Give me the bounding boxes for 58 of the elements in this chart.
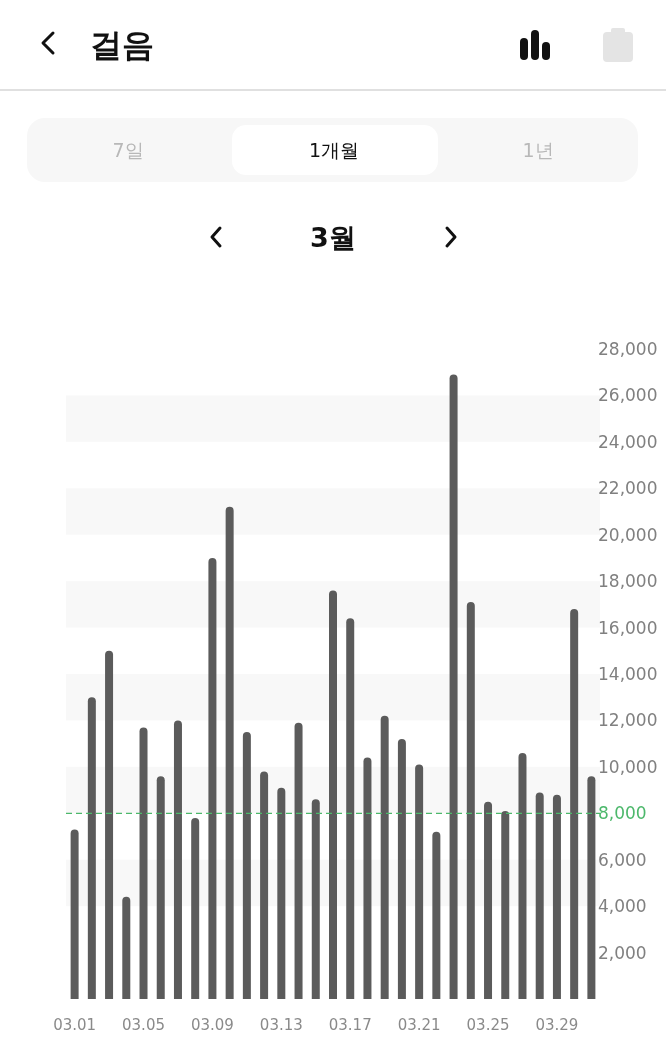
bar	[432, 831, 441, 999]
bar	[311, 799, 320, 999]
y-tick-label: 24,000	[598, 431, 658, 452]
bar	[518, 752, 527, 999]
x-tick-label: 03.13	[259, 1016, 303, 1034]
chart-title: 걸음	[90, 26, 154, 64]
bar	[260, 771, 269, 999]
bar	[346, 618, 355, 999]
bar	[329, 590, 337, 999]
bar	[156, 776, 165, 999]
x-tick-label: 03.05	[122, 1016, 165, 1034]
text: 1개월	[308, 139, 360, 161]
y-tick-label: 26,000	[598, 385, 658, 406]
y-tick-label: 2,000	[598, 942, 647, 963]
bar	[173, 720, 182, 999]
bar	[225, 506, 234, 999]
x-tick-label: 03.25	[466, 1016, 510, 1034]
y-tick-label: 16,000	[598, 617, 658, 638]
bar	[415, 764, 424, 999]
bar	[294, 722, 303, 999]
bar	[242, 732, 251, 999]
x-tick-label: 03.17	[328, 1016, 372, 1034]
bar	[449, 374, 458, 999]
y-tick-label: 4,000	[598, 896, 647, 917]
bar	[484, 801, 493, 999]
ref-line-label: 8,000	[598, 803, 647, 824]
y-tick-label: 12,000	[598, 710, 658, 731]
bar	[535, 792, 544, 999]
bar	[587, 776, 596, 999]
bar	[397, 739, 406, 999]
y-tick-label: 28,000	[598, 339, 658, 359]
x-tick-label: 03.21	[397, 1016, 441, 1034]
x-tick-label: 03.09	[190, 1016, 234, 1034]
x-tick-label: 03.29	[535, 1016, 579, 1034]
bar	[363, 757, 372, 999]
text: 7일	[112, 139, 144, 161]
y-tick-label: 14,000	[598, 664, 658, 684]
y-tick-label: 18,000	[598, 571, 658, 592]
y-tick-label: 10,000	[598, 756, 658, 777]
bar	[208, 557, 217, 999]
bar	[501, 810, 510, 999]
chart-subtitle: 3월	[310, 222, 356, 253]
bar	[570, 609, 579, 999]
text: 1년	[522, 139, 554, 161]
bar	[122, 896, 131, 999]
bar	[87, 697, 96, 999]
bar	[139, 727, 148, 999]
bar	[380, 715, 389, 999]
bar	[277, 787, 286, 999]
bar	[552, 794, 561, 999]
y-tick-label: 20,000	[598, 524, 658, 545]
y-tick-label: 22,000	[598, 478, 658, 499]
y-tick-label: 6,000	[598, 849, 647, 870]
bar	[466, 602, 475, 999]
x-tick-label: 03.01	[53, 1016, 97, 1034]
bar	[105, 650, 114, 999]
bar	[191, 817, 200, 999]
bar	[70, 829, 79, 999]
